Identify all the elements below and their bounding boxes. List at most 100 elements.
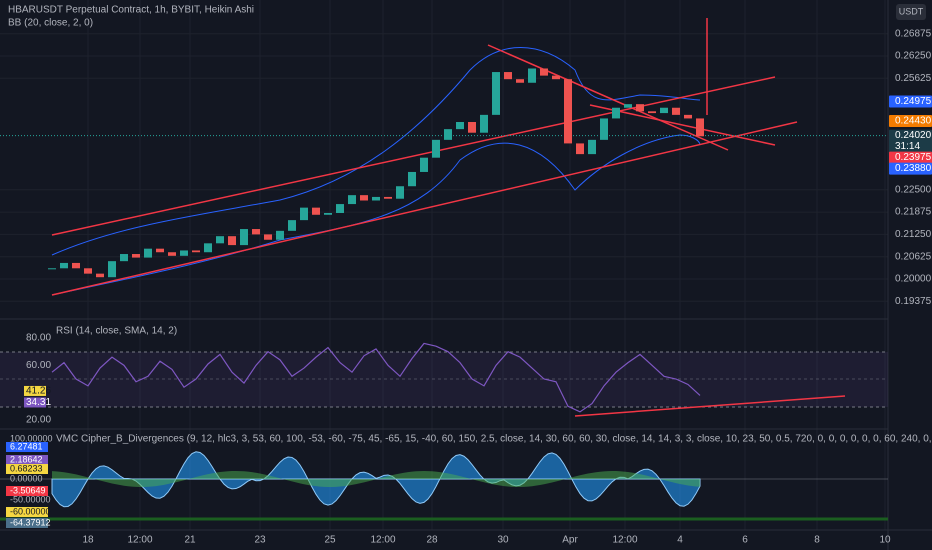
price-tick-label: 0.22500 <box>895 184 932 195</box>
rsi-tag <box>24 397 46 408</box>
candle <box>228 236 236 246</box>
candle <box>588 139 596 155</box>
candle <box>384 196 392 199</box>
candle <box>108 261 116 278</box>
candle <box>192 250 200 253</box>
time-label: 12:00 <box>127 535 152 546</box>
candle <box>504 72 512 80</box>
candle <box>324 212 332 215</box>
candle <box>480 114 488 133</box>
price-tag <box>889 129 932 153</box>
candle <box>636 104 644 112</box>
symbol-title: HBARUSDT Perpetual Contract, 1h, BYBIT, … <box>8 5 254 16</box>
candle <box>240 229 248 246</box>
cipher-tag <box>6 442 48 452</box>
candle <box>144 248 152 258</box>
candle <box>564 79 572 144</box>
currency-button[interactable]: USDT <box>899 6 924 16</box>
cipher-label: 6.27481 <box>10 441 43 451</box>
candle <box>528 68 536 83</box>
countdown: 31:14 <box>895 141 920 152</box>
time-label: 30 <box>497 535 509 546</box>
price-tag-label: 0.23975 <box>895 152 932 163</box>
candle <box>204 243 212 253</box>
time-label: 28 <box>426 535 438 546</box>
price-tag <box>889 162 932 175</box>
price-tick-label: 0.19375 <box>895 296 932 307</box>
candle <box>96 273 104 278</box>
candle <box>660 107 668 114</box>
cipher-tag <box>6 486 48 496</box>
candle <box>348 195 356 205</box>
cipher-title: VMC Cipher_B_Divergences (9, 12, hlc3, 3… <box>56 434 932 445</box>
rsi-tag <box>24 385 46 396</box>
cipher-label: 2.18642 <box>10 454 43 464</box>
price-tag-label: 0.23880 <box>895 163 932 174</box>
bb-label: BB (20, close, 2, 0) <box>8 18 93 29</box>
time-label: 23 <box>254 535 266 546</box>
price-tag-label: 0.24430 <box>895 116 932 127</box>
candle <box>492 72 500 115</box>
cipher-tag <box>6 507 48 517</box>
cipher-tag <box>6 518 48 528</box>
candle <box>516 79 524 83</box>
time-label: 6 <box>742 535 748 546</box>
candle <box>132 254 140 258</box>
candle <box>180 250 188 256</box>
candle <box>456 122 464 130</box>
candle <box>48 268 56 270</box>
cipher-label: 0.68233 <box>10 463 43 473</box>
candle <box>540 68 548 76</box>
rsi-tick-label: 60.00 <box>26 360 51 371</box>
candle <box>168 252 176 256</box>
price-tick-label: 0.20000 <box>895 274 932 285</box>
rsi-tick-label: 20.00 <box>26 415 51 426</box>
candle <box>372 196 380 201</box>
candle <box>216 236 224 244</box>
cipher-label: -3.50649 <box>10 485 46 495</box>
time-label: Apr <box>562 535 578 546</box>
price-tag-label: 0.24975 <box>895 96 932 107</box>
rsi-line <box>51 342 701 413</box>
candle <box>696 118 704 137</box>
candle <box>84 268 92 274</box>
price-tick-label: 0.20625 <box>895 251 932 262</box>
price-tag-label: 0.24020 <box>895 130 932 141</box>
time-label: 25 <box>324 535 336 546</box>
candle <box>552 75 560 80</box>
candle <box>672 107 680 115</box>
time-label: 21 <box>184 535 196 546</box>
candle <box>420 157 428 172</box>
price-tick-label: 0.25625 <box>895 73 932 84</box>
candle <box>576 143 584 155</box>
candle <box>396 186 404 199</box>
time-label: 12:00 <box>612 535 637 546</box>
time-label: 18 <box>82 535 94 546</box>
price-tick-label: 0.21250 <box>895 229 932 240</box>
time-label: 8 <box>814 535 820 546</box>
candle <box>288 220 296 231</box>
rsi-tick-label: 80.00 <box>26 333 51 344</box>
candle <box>432 139 440 158</box>
rsi-tag-label: 34.31 <box>26 397 51 408</box>
candle <box>684 114 692 119</box>
cipher-tag <box>6 455 48 465</box>
cipher-label: 0.00000 <box>10 473 43 483</box>
rsi-tag-label: 41.26 <box>26 386 51 397</box>
cipher-label: 100.00000 <box>10 433 53 443</box>
cipher-label: -60.00000 <box>10 506 51 516</box>
candle <box>336 204 344 213</box>
candle <box>72 262 80 269</box>
candle <box>276 230 284 240</box>
candle <box>60 262 68 269</box>
price-tag <box>889 95 932 108</box>
time-label: 12:00 <box>370 535 395 546</box>
candle <box>156 248 164 253</box>
money-flow <box>52 471 700 487</box>
price-tag <box>889 114 932 127</box>
price-tick-label: 0.26250 <box>895 51 932 62</box>
candle <box>444 129 452 140</box>
price-tick-label: 0.26875 <box>895 28 932 39</box>
cipher-tag <box>6 464 48 474</box>
